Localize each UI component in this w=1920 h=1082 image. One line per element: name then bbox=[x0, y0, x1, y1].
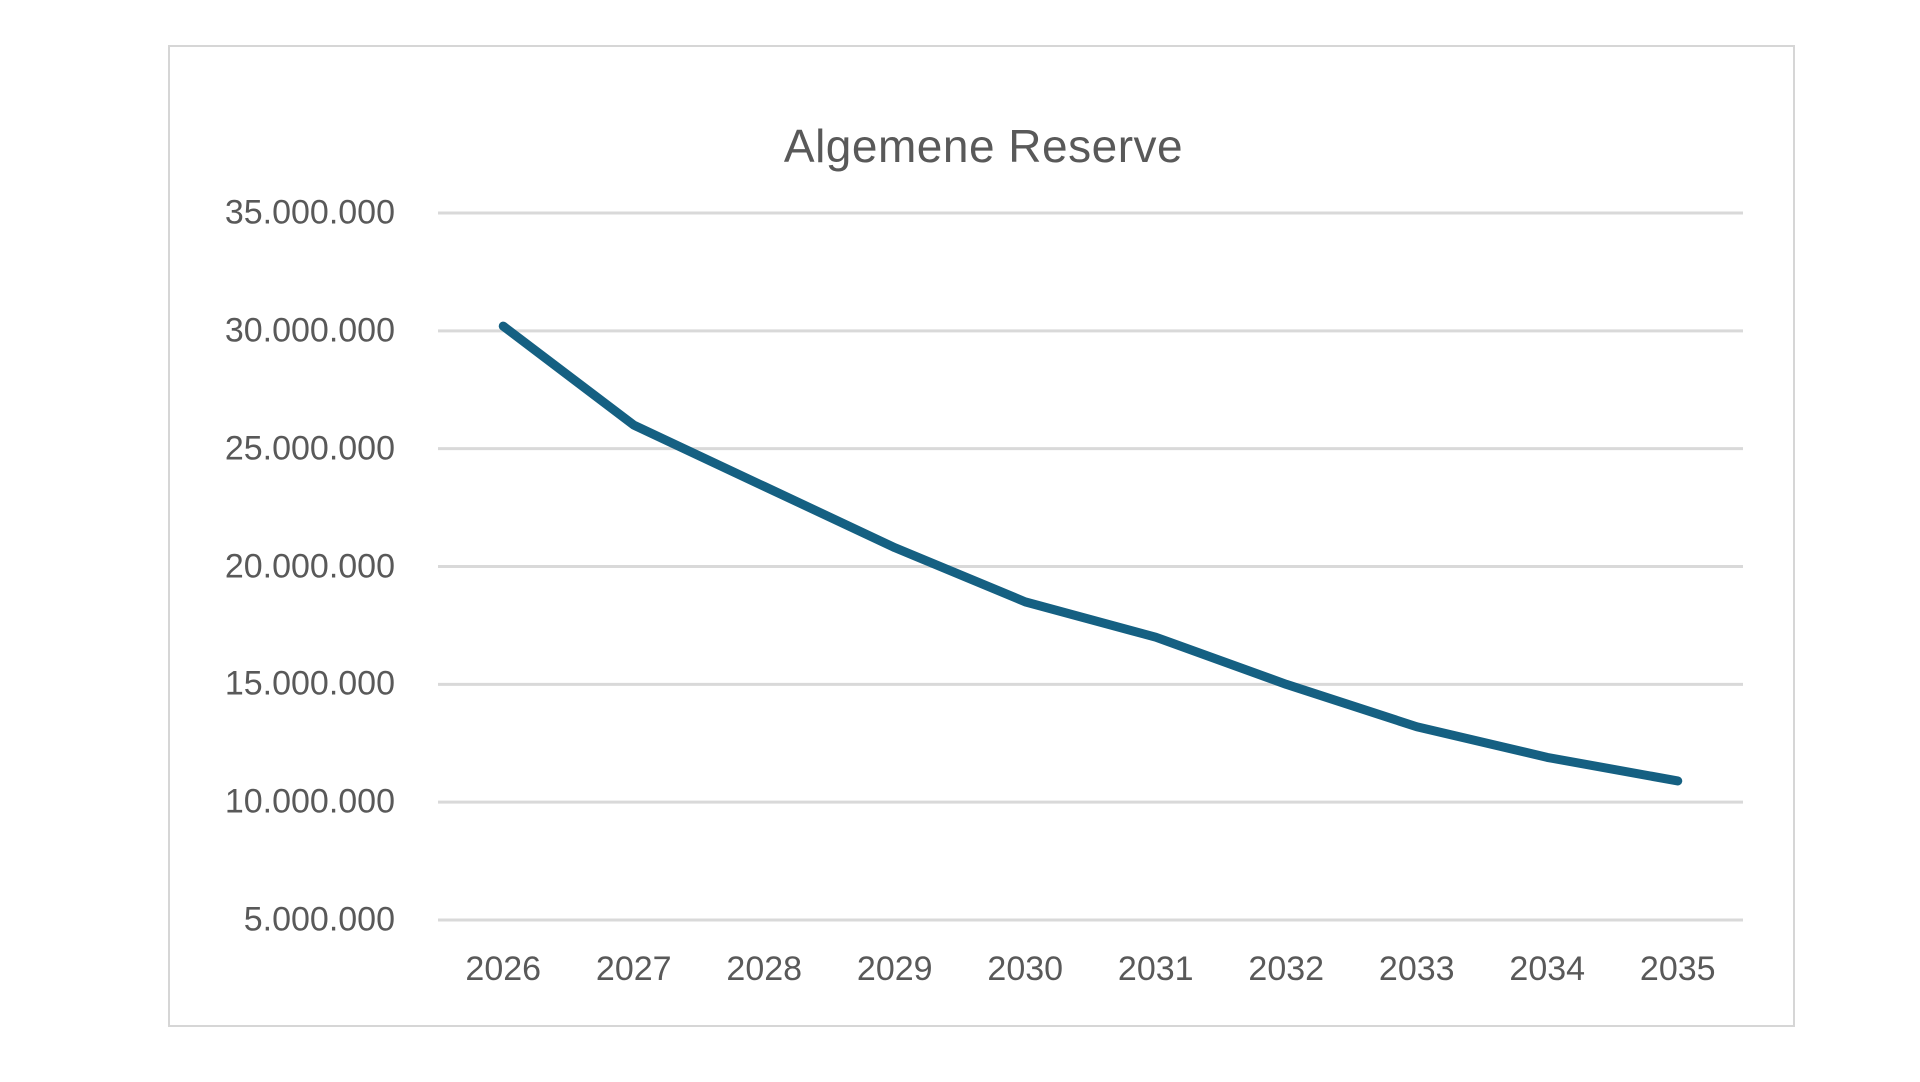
y-axis-tick-label: 30.000.000 bbox=[224, 311, 395, 350]
y-axis-tick-label: 35.000.000 bbox=[224, 193, 395, 232]
y-axis-tick-label: 10.000.000 bbox=[224, 782, 395, 821]
x-axis-tick-label: 2028 bbox=[726, 950, 803, 988]
x-axis-tick-label: 2035 bbox=[1639, 950, 1716, 988]
y-axis-tick-label: 15.000.000 bbox=[224, 664, 395, 703]
chart-area: Algemene Reserve bbox=[168, 45, 1795, 1027]
chart-title: Algemene Reserve bbox=[783, 120, 1184, 172]
y-axis-tick-label: 20.000.000 bbox=[224, 547, 395, 585]
y-axis-tick-label: 5.000.000 bbox=[243, 900, 395, 939]
x-axis-tick-label: 2032 bbox=[1248, 950, 1325, 988]
x-axis-tick-label: 2033 bbox=[1378, 950, 1455, 988]
x-axis-tick-label: 2030 bbox=[987, 950, 1064, 988]
x-axis-tick-label: 2026 bbox=[465, 950, 542, 988]
x-axis-tick-label: 2031 bbox=[1117, 950, 1194, 988]
y-axis-tick-label: 25.000.000 bbox=[224, 429, 395, 468]
x-axis-tick-label: 2027 bbox=[595, 950, 672, 988]
x-axis-tick-label: 2034 bbox=[1509, 950, 1586, 988]
x-axis-tick-label: 2029 bbox=[856, 950, 933, 988]
